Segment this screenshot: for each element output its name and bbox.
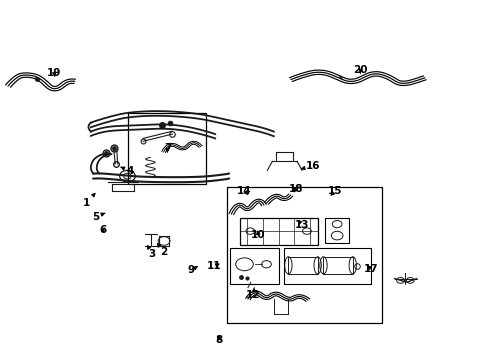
Text: 1: 1	[82, 193, 95, 208]
Text: 5: 5	[92, 212, 105, 221]
Text: 11: 11	[206, 261, 221, 271]
Text: 6: 6	[99, 225, 106, 235]
Text: 10: 10	[250, 230, 265, 239]
Bar	[323, 257, 352, 274]
Bar	[288, 257, 317, 274]
Text: 12: 12	[245, 288, 260, 301]
Text: 15: 15	[327, 186, 341, 197]
Text: 17: 17	[363, 264, 378, 274]
Text: 16: 16	[301, 161, 319, 171]
Bar	[128, 113, 206, 184]
Bar	[283, 248, 370, 284]
Text: 13: 13	[294, 220, 308, 230]
Text: 3: 3	[147, 246, 155, 258]
Text: 4: 4	[121, 166, 133, 176]
Text: 7: 7	[163, 143, 171, 153]
Text: 9: 9	[187, 265, 197, 275]
Bar	[227, 187, 382, 323]
Bar	[239, 218, 317, 244]
Text: 20: 20	[352, 64, 367, 75]
Bar	[325, 218, 348, 243]
Text: 19: 19	[47, 68, 61, 78]
Text: 18: 18	[288, 184, 303, 194]
Text: 8: 8	[215, 334, 223, 345]
Text: 14: 14	[237, 186, 251, 196]
Bar	[229, 248, 278, 284]
Text: 2: 2	[157, 243, 167, 257]
